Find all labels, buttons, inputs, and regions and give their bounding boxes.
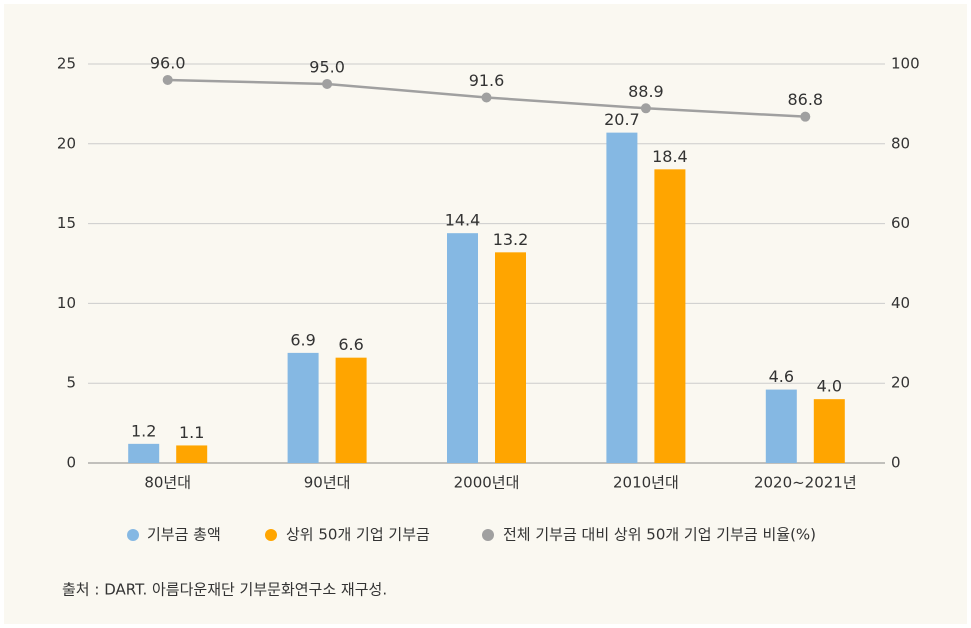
bar [654,169,686,463]
data-label: 6.9 [290,330,315,349]
line-point [640,103,651,114]
y-tick-label: 10 [57,294,76,312]
data-label: 86.8 [787,90,823,109]
data-label: 14.4 [445,211,481,230]
data-label: 4.6 [769,367,794,386]
bar [287,352,319,463]
y-tick-label: 25 [57,55,76,73]
x-tick-label: 80년대 [144,474,191,492]
x-tick-label: 2000년대 [454,474,520,492]
background [4,4,967,624]
data-label: 91.6 [469,71,505,90]
y-tick-label: 5 [66,374,76,392]
line-point [481,92,492,103]
y2-tick-label: 0 [891,454,901,472]
bar [606,132,638,464]
bar [128,443,160,463]
data-label: 1.2 [131,421,156,440]
data-label: 4.0 [817,377,842,396]
bar [765,389,797,463]
data-label: 18.4 [652,147,688,166]
x-tick-label: 2020~2021년 [754,474,857,492]
data-label: 6.6 [338,335,363,354]
y-tick-label: 0 [66,454,76,472]
legend-marker [482,529,494,541]
y-tick-label: 20 [57,134,76,152]
legend-label: 전체 기부금 대비 상위 50개 기업 기부금 비율(%) [503,526,816,544]
data-label: 20.7 [604,110,640,129]
bar [813,399,845,463]
y2-tick-label: 60 [891,214,910,232]
bar [176,445,208,463]
line-point [322,78,333,89]
y2-tick-label: 40 [891,294,910,312]
legend-label: 기부금 총액 [147,526,221,544]
legend-marker [265,529,277,541]
data-label: 95.0 [309,57,345,76]
bar [335,357,367,463]
x-tick-label: 90년대 [304,474,351,492]
y2-tick-label: 20 [891,374,910,392]
y2-tick-label: 80 [891,134,910,152]
legend-marker [127,529,139,541]
x-tick-label: 2010년대 [613,474,679,492]
bar [495,252,526,463]
source-note: 출처 : DART. 아름다운재단 기부문화연구소 재구성. [62,581,387,599]
data-label: 88.9 [628,82,664,101]
line-point [800,111,811,122]
legend-label: 상위 50개 기업 기부금 [286,526,430,544]
data-label: 13.2 [493,230,529,249]
line-point [162,74,173,85]
bar [447,233,478,463]
data-label: 1.1 [179,423,204,442]
data-label: 96.0 [150,53,186,72]
y2-tick-label: 100 [891,55,920,73]
y-tick-label: 15 [57,214,76,232]
